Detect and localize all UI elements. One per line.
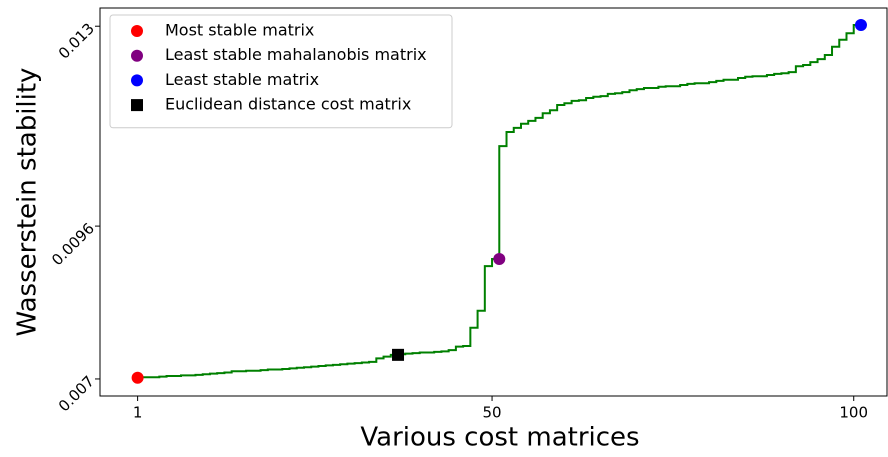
legend-marker bbox=[131, 74, 143, 87]
x-tick-label: 1 bbox=[133, 404, 143, 422]
y-tick-label: 0.0096 bbox=[48, 219, 98, 269]
circle-marker bbox=[493, 253, 506, 266]
legend: Most stable matrix Least stable mahalanob… bbox=[109, 14, 453, 129]
circle-marker bbox=[131, 371, 144, 384]
step-line bbox=[136, 24, 861, 379]
legend-label: Euclidean distance cost matrix bbox=[165, 95, 411, 114]
y-tick-label: 0.013 bbox=[55, 20, 98, 63]
plot-frame bbox=[99, 7, 888, 397]
y-tick-label: 0.007 bbox=[55, 372, 98, 415]
legend-box bbox=[109, 14, 453, 129]
x-axis-label: Various cost matrices bbox=[360, 423, 639, 453]
x-tick-label: 100 bbox=[839, 404, 868, 422]
square-marker bbox=[392, 348, 405, 361]
legend-marker bbox=[131, 49, 143, 62]
y-axis-label: Wasserstein stability bbox=[13, 68, 43, 337]
circle-marker bbox=[854, 19, 867, 32]
x-tick-label: 50 bbox=[483, 404, 502, 422]
legend-marker bbox=[131, 25, 143, 37]
legend-marker bbox=[131, 99, 143, 112]
legend-label: Least stable matrix bbox=[165, 70, 319, 89]
legend-label: Least stable mahalanobis matrix bbox=[165, 45, 427, 64]
legend-label: Most stable matrix bbox=[165, 21, 314, 40]
